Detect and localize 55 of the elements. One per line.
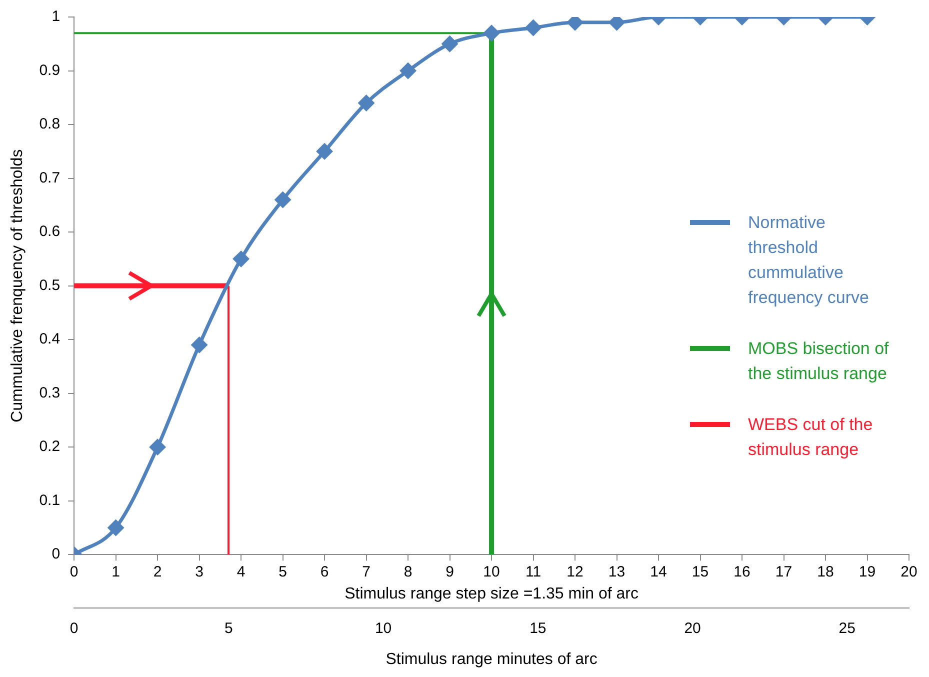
x-tick-label: 8 (404, 564, 412, 581)
x-tick-label: 14 (650, 564, 667, 581)
point (484, 25, 500, 41)
x-tick-label: 11 (525, 564, 542, 581)
point (316, 144, 332, 160)
x2-axis-title: Stimulus range minutes of arc (386, 650, 598, 668)
x-tick-label: 6 (320, 564, 329, 581)
point (400, 63, 416, 79)
y-tick-label: 0.6 (39, 223, 60, 240)
x-tick-label: 5 (278, 564, 287, 581)
y-tick-label: 0.9 (39, 62, 60, 79)
x-tick-label: 4 (236, 564, 246, 581)
y-tick-label: 0.1 (39, 492, 60, 509)
x-tick-label: 15 (692, 564, 709, 581)
x-tick-label: 9 (446, 564, 454, 581)
legend-label: MOBS bisection of the stimulus range (748, 338, 890, 385)
point (108, 520, 124, 536)
x-tick-label: 3 (195, 564, 204, 581)
x-tick-label: 12 (566, 564, 584, 581)
x-tick-label: 2 (153, 564, 162, 581)
x-tick-label: 7 (362, 564, 370, 581)
point (275, 192, 291, 208)
x2-tick-label: 15 (530, 620, 546, 637)
x-tick-label: 18 (817, 564, 834, 581)
y-axis-title: Cummulative frenquency of thresholds (9, 149, 26, 422)
point (192, 337, 208, 353)
x-tick-label: 20 (900, 564, 918, 581)
point (233, 251, 249, 267)
x-axis-title: Stimulus range step size =1.35 min of arc (344, 586, 638, 603)
x2-tick-label: 0 (70, 620, 78, 637)
x2-tick-label: 20 (684, 620, 701, 637)
x-tick-label: 10 (483, 564, 500, 581)
y-tick-label: 0.3 (39, 384, 60, 402)
x-tick-label: 17 (775, 564, 792, 581)
point (150, 439, 166, 455)
y-tick-label: 0.5 (39, 276, 60, 294)
legend-label: Normative threshold cummulative frequency curve (748, 212, 870, 309)
y-tick-label: 1 (52, 8, 60, 26)
x-tick-label: 0 (70, 564, 78, 581)
point (526, 20, 542, 36)
x-tick-label: 16 (734, 564, 750, 581)
point (358, 95, 374, 111)
point (442, 36, 458, 52)
y-tick-label: 0.4 (39, 330, 60, 348)
legend-label: WEBS cut of the stimulus range (748, 414, 874, 461)
x2-tick-label: 5 (224, 620, 233, 637)
x-tick-label: 19 (858, 564, 876, 581)
x2-tick-label: 25 (838, 620, 856, 637)
y-tick-label: 0 (52, 546, 60, 563)
x2-tick-label: 10 (374, 620, 392, 637)
x-tick-label: 13 (608, 564, 626, 581)
y-tick-label: 0.7 (39, 169, 60, 186)
y-tick-label: 0.8 (39, 116, 60, 133)
y-tick-label: 0.2 (39, 438, 60, 456)
x-tick-label: 1 (112, 564, 120, 581)
